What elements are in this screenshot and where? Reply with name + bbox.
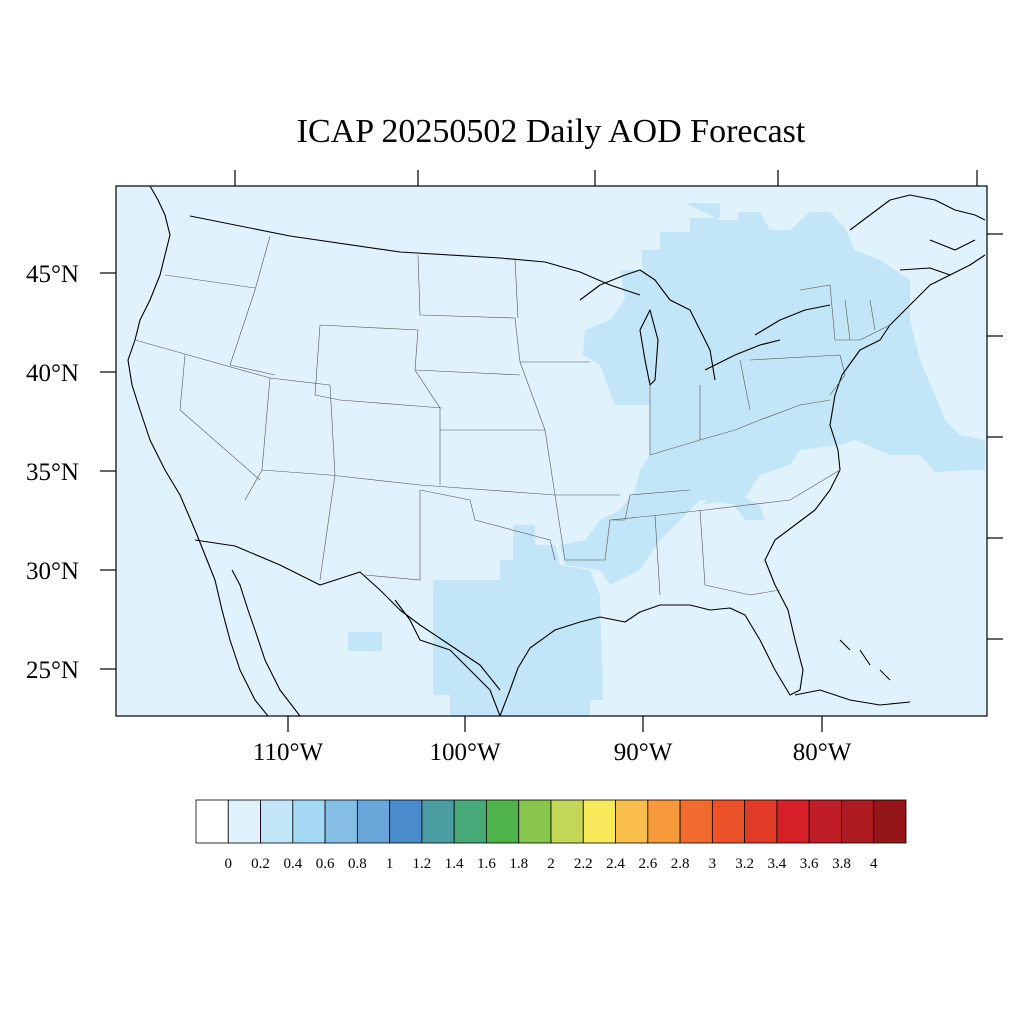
colorbar-tick-label: 1	[386, 856, 394, 872]
lat-label: 30°N	[26, 558, 79, 585]
colorbar-tick-label: 2.6	[638, 856, 657, 872]
cuba-bahamas	[794, 639, 911, 706]
lat-label: 25°N	[26, 657, 79, 684]
lon-label: 110°W	[253, 739, 324, 766]
colorbar-box	[453, 799, 487, 844]
lat-label: 40°N	[26, 360, 79, 387]
coastline-layer	[127, 186, 986, 716]
map-ticks	[100, 170, 1003, 732]
state-lines-east	[554, 284, 891, 596]
colorbar-labels: 0 0.2 0.4 0.6 0.8 1 1.2 1.4 1.6 1.8 2 2.2 2.4 2.6 2.8 3…	[225, 856, 878, 872]
colorbar-tick-label: 2.8	[671, 856, 690, 872]
mexico-gulf-coast	[394, 599, 501, 716]
colorbar-box	[711, 799, 746, 844]
colorbar-tick-label: 3.4	[768, 856, 787, 872]
colorbar-box	[841, 799, 875, 844]
colorbar-box	[647, 799, 681, 844]
colorbar-tick-label: 0.6	[316, 856, 335, 872]
colorbar-tick-label: 0.8	[348, 856, 367, 872]
aod-plume-mexico	[348, 632, 382, 651]
colorbar-box	[615, 799, 649, 844]
colorbar-box	[324, 799, 358, 844]
colorbar-box	[356, 799, 391, 844]
gulf-coast-us	[499, 254, 986, 716]
mexico-border	[194, 539, 501, 691]
longitude-labels: 110°W 100°W 90°W 80°W	[253, 739, 852, 766]
lat-label: 45°N	[26, 261, 79, 288]
colorbar-box	[421, 799, 455, 844]
colorbar-tick-label: 0.2	[251, 856, 270, 872]
colorbar-box	[260, 799, 294, 844]
colorbar-tick-label: 2	[547, 856, 555, 872]
colorbar-tick-label: 2.4	[606, 856, 625, 872]
aod-plume-northeast	[560, 203, 985, 585]
colorbar-tick-label: 0.4	[283, 856, 302, 872]
colorbar-tick-label: 3	[709, 856, 717, 872]
colorbar-box	[873, 799, 907, 844]
aod-plume-southeast	[700, 490, 765, 520]
eastern-canada	[849, 194, 986, 276]
lon-label: 100°W	[429, 739, 500, 766]
colorbar-box	[195, 799, 229, 844]
aod-plume-texas	[433, 525, 603, 716]
state-boundary-layer	[134, 235, 891, 596]
colorbar-box	[227, 799, 261, 844]
colorbar-box	[518, 799, 552, 844]
baja-gulf-coast	[231, 569, 301, 716]
colorbar-box	[582, 799, 616, 844]
canada-border	[189, 215, 641, 296]
colorbar-tick-label: 3.6	[800, 856, 819, 872]
colorbar-tick-label: 3.8	[832, 856, 851, 872]
colorbar-box	[486, 799, 520, 844]
map-frame	[115, 185, 988, 717]
colorbar-box	[292, 799, 326, 844]
map-panel: 45°N 40°N 35°N 30°N 25°N 110°W 100°W 90°…	[26, 170, 1003, 766]
lon-label: 80°W	[793, 739, 852, 766]
colorbar-box	[550, 799, 584, 844]
colorbar: 0 0.2 0.4 0.6 0.8 1 1.2 1.4 1.6 1.8 2 2.2 2.4 2.6 2.8 3…	[195, 799, 907, 872]
colorbar-box	[679, 799, 713, 844]
colorbar-box	[808, 799, 842, 844]
lon-label: 90°W	[614, 739, 673, 766]
colorbar-box	[776, 799, 810, 844]
colorbar-tick-label: 4	[870, 856, 878, 872]
lat-label: 35°N	[26, 459, 79, 486]
aod-plume-layer	[348, 203, 985, 716]
pacific-coastline	[127, 186, 269, 716]
colorbar-boxes	[195, 799, 907, 844]
latitude-labels: 45°N 40°N 35°N 30°N 25°N	[26, 261, 79, 684]
colorbar-tick-label: 1.6	[477, 856, 496, 872]
colorbar-tick-label: 3.2	[735, 856, 754, 872]
colorbar-tick-label: 1.4	[445, 856, 464, 872]
colorbar-tick-label: 1.8	[509, 856, 528, 872]
colorbar-tick-label: 0	[225, 856, 233, 872]
figure-title: ICAP 20250502 Daily AOD Forecast	[297, 113, 806, 150]
colorbar-tick-label: 2.2	[574, 856, 593, 872]
colorbar-tick-label: 1.2	[413, 856, 432, 872]
colorbar-box	[744, 799, 778, 844]
colorbar-box	[389, 799, 423, 844]
